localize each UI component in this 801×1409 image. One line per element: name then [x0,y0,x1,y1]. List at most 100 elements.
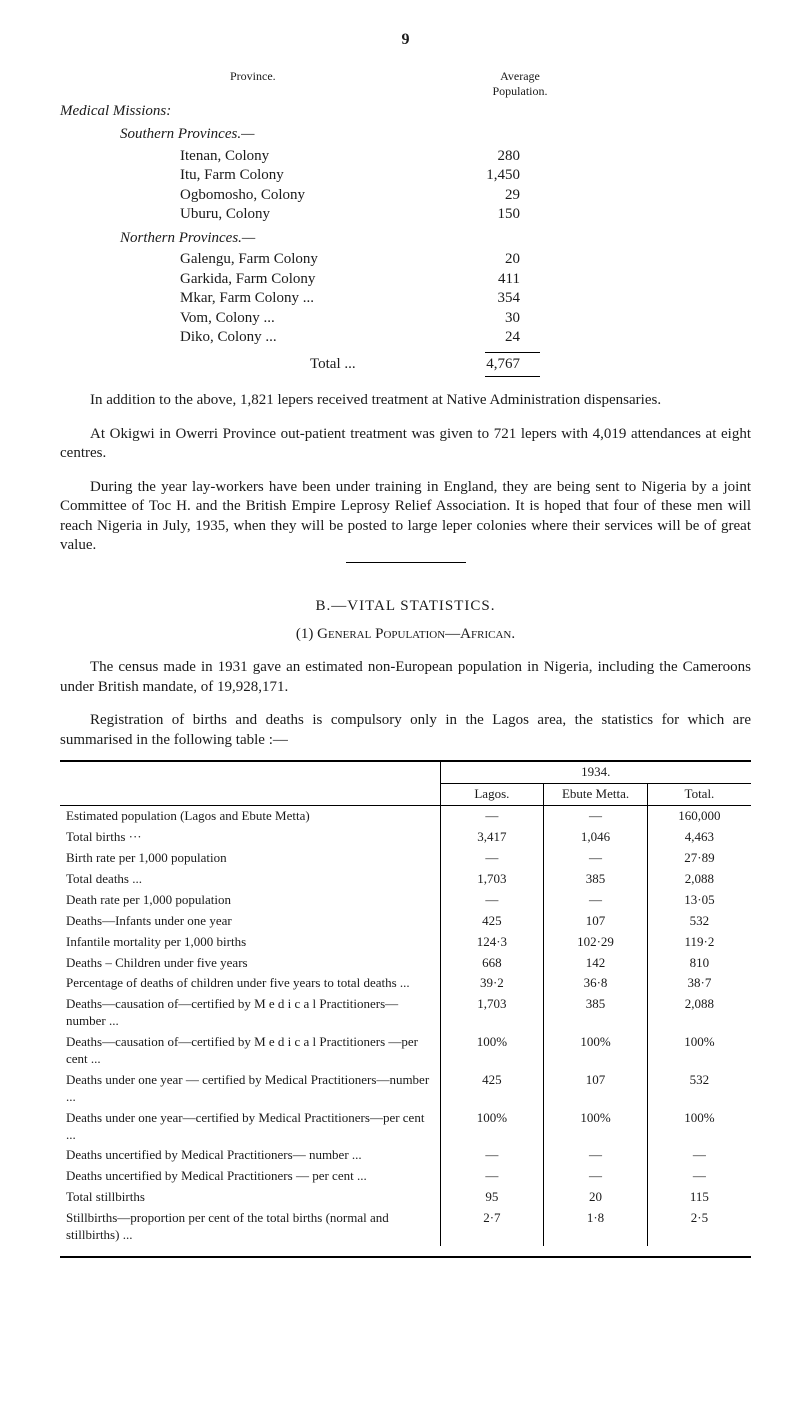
row-value: 411 [420,270,540,290]
divider [485,376,540,377]
row-desc: Deaths – Children under five years [60,953,440,974]
cell-total: 160,000 [647,806,751,827]
divider [60,1256,751,1258]
cell-ebute: 385 [544,869,648,890]
paragraph: The census made in 1931 gave an estimate… [60,658,751,697]
year-row: 1934. [60,762,751,783]
row-desc: Stillbirths—proportion per cent of the t… [60,1208,440,1246]
paragraph: During the year lay-workers have been un… [60,478,751,556]
table-row: Deaths uncertified by Medical Practition… [60,1145,751,1166]
cell-ebute: 1·8 [544,1208,648,1246]
table-row: Itenan, Colony280 [60,147,751,167]
row-label: Mkar, Farm Colony ... [60,289,420,309]
cell-lagos: 2·7 [440,1208,544,1246]
cell-lagos: — [440,1145,544,1166]
cell-lagos: — [440,1166,544,1187]
row-desc: Total births ··· [60,827,440,848]
table-row: Mkar, Farm Colony ...354 [60,289,751,309]
table-row: Diko, Colony ...24 [60,328,751,348]
col-total: Total. [647,784,751,805]
cell-lagos: — [440,806,544,827]
row-desc: Deaths—causation of—certified by M e d i… [60,1032,440,1070]
table-row: Deaths under one year — certified by Med… [60,1070,751,1108]
cell-ebute: 107 [544,1070,648,1108]
row-desc: Total stillbirths [60,1187,440,1208]
row-value: 354 [420,289,540,309]
cell-lagos: 1,703 [440,869,544,890]
row-desc: Deaths uncertified by Medical Practition… [60,1166,440,1187]
row-value: 280 [420,147,540,167]
row-label: Diko, Colony ... [60,328,420,348]
cell-lagos: 3,417 [440,827,544,848]
table-row: Percentage of deaths of children under f… [60,973,751,994]
column-headers: Province. Average Population. [60,69,751,100]
table-row: Garkida, Farm Colony411 [60,270,751,290]
table-row: Galengu, Farm Colony20 [60,250,751,270]
cell-ebute: — [544,806,648,827]
header-row: Lagos. Ebute Metta. Total. [60,784,751,805]
avg-pop-header: Average Population. [420,69,620,100]
cell-lagos: — [440,848,544,869]
cell-total: 2·5 [647,1208,751,1246]
row-value: 24 [420,328,540,348]
row-desc: Total deaths ... [60,869,440,890]
row-value: 20 [420,250,540,270]
cell-total: 532 [647,1070,751,1108]
cell-lagos: 1,703 [440,994,544,1032]
cell-lagos: — [440,890,544,911]
cell-total: 810 [647,953,751,974]
province-header: Province. [60,69,420,100]
row-value: 29 [420,186,540,206]
cell-lagos: 100% [440,1108,544,1146]
cell-ebute: 385 [544,994,648,1032]
table-row: Birth rate per 1,000 population——27·89 [60,848,751,869]
divider [346,562,466,563]
cell-ebute: — [544,848,648,869]
table-row: Deaths under one year—certified by Medic… [60,1108,751,1146]
total-row: Total ...4,767 [60,355,751,375]
cell-ebute: 107 [544,911,648,932]
table-row: Infantile mortality per 1,000 births124·… [60,932,751,953]
northern-provinces-title: Northern Provinces.— [120,229,751,249]
section-b-subheading: (1) General Population—African. [60,625,751,645]
table-row: Deaths – Children under five years668142… [60,953,751,974]
cell-total: 115 [647,1187,751,1208]
paragraph: In addition to the above, 1,821 lepers r… [60,391,751,411]
col-ebute: Ebute Metta. [544,784,648,805]
row-desc: Deaths under one year—certified by Medic… [60,1108,440,1146]
row-desc: Birth rate per 1,000 population [60,848,440,869]
row-label: Itenan, Colony [60,147,420,167]
cell-total: 100% [647,1108,751,1146]
row-desc: Infantile mortality per 1,000 births [60,932,440,953]
table-row: Itu, Farm Colony1,450 [60,166,751,186]
table-row: Deaths—Infants under one year425107532 [60,911,751,932]
row-desc: Deaths—Infants under one year [60,911,440,932]
row-label: Galengu, Farm Colony [60,250,420,270]
cell-ebute: 1,046 [544,827,648,848]
row-desc: Death rate per 1,000 population [60,890,440,911]
stats-table: 1934. Lagos. Ebute Metta. Total. Estimat… [60,762,751,1245]
cell-total: 2,088 [647,994,751,1032]
table-row: Stillbirths—proportion per cent of the t… [60,1208,751,1246]
cell-total: 38·7 [647,973,751,994]
row-value: 30 [420,309,540,329]
row-desc: Deaths—causation of—certified by M e d i… [60,994,440,1032]
cell-ebute: 100% [544,1032,648,1070]
cell-total: 119·2 [647,932,751,953]
cell-total: 4,463 [647,827,751,848]
row-label: Itu, Farm Colony [60,166,420,186]
table-row: Vom, Colony ...30 [60,309,751,329]
cell-total: 2,088 [647,869,751,890]
table-row: Total stillbirths9520115 [60,1187,751,1208]
cell-total: — [647,1145,751,1166]
row-label: Ogbomosho, Colony [60,186,420,206]
table-row: Deaths—causation of—certified by M e d i… [60,994,751,1032]
table-row: Estimated population (Lagos and Ebute Me… [60,806,751,827]
table-row: Death rate per 1,000 population——13·05 [60,890,751,911]
row-desc: Deaths under one year — certified by Med… [60,1070,440,1108]
row-desc: Estimated population (Lagos and Ebute Me… [60,806,440,827]
paragraph: At Okigwi in Owerri Province out-patient… [60,425,751,464]
cell-lagos: 39·2 [440,973,544,994]
cell-lagos: 668 [440,953,544,974]
total-label: Total ... [60,355,420,375]
